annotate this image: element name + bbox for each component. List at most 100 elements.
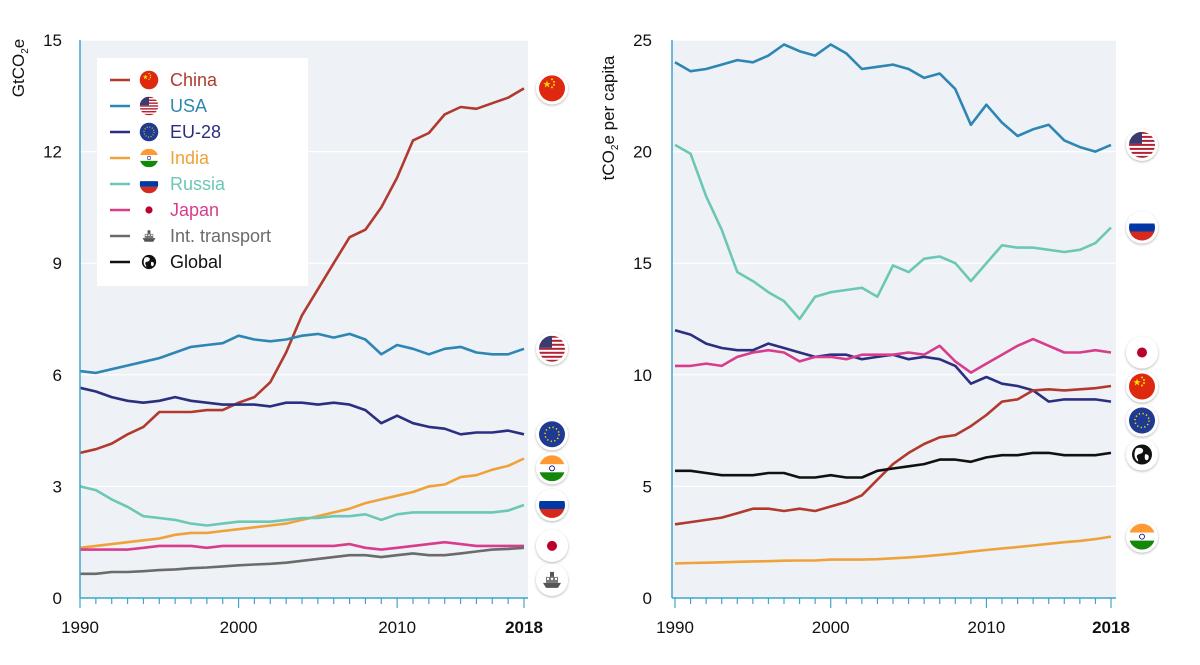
japan-flag-icon — [139, 200, 159, 220]
russia-flag-icon — [539, 492, 565, 518]
legend-item-russia: Russia — [110, 174, 226, 194]
india-flag-icon — [140, 149, 159, 168]
left-x-tick-label: 2000 — [220, 618, 258, 637]
right-x-tick-label: 2000 — [812, 618, 850, 637]
ship-icon — [539, 566, 565, 593]
legend-label: Global — [170, 252, 222, 272]
legend-label: China — [170, 70, 218, 90]
left-y-axis-title-main: GtCO — [9, 54, 28, 97]
eu-flag-icon — [139, 122, 159, 142]
left-series-lines — [79, 87, 525, 576]
left-y-axis-title: GtCO2e — [9, 39, 31, 97]
legend-item-china: China — [110, 70, 218, 90]
right-line-russia — [674, 143, 1112, 321]
left-line-japan — [80, 540, 524, 551]
right-y-tick-label: 25 — [633, 31, 652, 50]
left-y-axis-title-tail: e — [9, 39, 28, 48]
usa-flag-icon — [1129, 132, 1155, 158]
left-y-tick-label: 12 — [43, 143, 62, 162]
russia-flag-icon — [140, 175, 159, 194]
left-end-russia-flag-icon — [536, 489, 568, 521]
legend-item-india: India — [110, 148, 210, 168]
left-end-japan-flag-icon — [536, 529, 568, 562]
right-end-russia-flag-icon — [1126, 211, 1158, 244]
right-tick-labels: 0 5 10 15 20 25 1990 2000 2010 2018 — [633, 31, 1130, 637]
left-line-china — [79, 87, 525, 455]
ship-icon — [139, 226, 159, 246]
china-flag-icon — [539, 75, 565, 102]
left-x-tick-label: 2018 — [505, 618, 543, 637]
japan-flag-icon — [539, 532, 565, 559]
right-line-global — [675, 451, 1112, 479]
left-tick-labels: 0 3 6 9 12 15 1990 2000 2010 2018 — [43, 31, 543, 637]
eu-flag-icon — [1128, 406, 1156, 435]
legend-box — [97, 58, 308, 286]
left-y-tick-label: 0 — [53, 589, 62, 608]
left-y-tick-label: 15 — [43, 31, 62, 50]
left-y-axis-title-sub: 2 — [20, 48, 31, 54]
left-end-ship-icon — [536, 563, 568, 596]
right-series-lines — [674, 43, 1112, 565]
right-y-axis-title: tCO2e per capita — [599, 55, 621, 180]
left-y-tick-label: 3 — [53, 477, 62, 496]
right-y-tick-label: 10 — [633, 366, 652, 385]
right-y-tick-label: 15 — [633, 254, 652, 273]
left-y-tick-label: 6 — [53, 366, 62, 385]
left-line-int-transport — [80, 546, 525, 576]
right-end-usa-flag-icon — [1126, 128, 1158, 161]
legend-item-int-transport: Int. transport — [110, 226, 271, 246]
globe-icon — [139, 252, 159, 272]
left-line-usa — [79, 332, 525, 375]
right-y-axis-title-main: tCO — [599, 150, 618, 180]
legend-label: EU-28 — [170, 122, 221, 142]
right-y-axis-title-tail: e per capita — [599, 55, 618, 144]
right-line-usa — [674, 43, 1112, 153]
legend-label: Russia — [170, 174, 226, 194]
left-axes — [79, 40, 528, 608]
right-x-tick-label: 1990 — [656, 618, 694, 637]
left-end-eu-flag-icon — [536, 418, 568, 451]
right-y-axis-title-sub: 2 — [610, 144, 621, 150]
usa-flag-icon — [539, 336, 565, 362]
right-line-china — [674, 384, 1112, 526]
left-line-eu-28 — [79, 386, 525, 436]
right-end-globe-icon — [1126, 438, 1158, 471]
left-line-russia — [79, 485, 525, 527]
legend: China USA EU-28 India Russia Japan Int. transp… — [97, 58, 308, 286]
right-y-tick-label: 5 — [643, 477, 652, 496]
left-end-india-flag-icon — [536, 452, 568, 485]
legend-item-japan: Japan — [110, 200, 219, 220]
globe-icon — [1129, 441, 1155, 468]
right-line-india — [674, 535, 1112, 565]
right-end-japan-flag-icon — [1126, 336, 1158, 369]
left-x-tick-label: 2010 — [378, 618, 416, 637]
china-flag-icon — [1129, 373, 1155, 400]
right-plot-area — [672, 40, 1116, 598]
japan-flag-icon — [1129, 339, 1155, 366]
right-y-tick-label: 20 — [633, 143, 652, 162]
legend-label: India — [170, 148, 210, 168]
left-y-tick-label: 9 — [53, 254, 62, 273]
india-flag-icon — [1129, 524, 1155, 550]
legend-item-usa: USA — [110, 96, 207, 116]
right-end-india-flag-icon — [1126, 520, 1158, 553]
usa-flag-icon — [140, 97, 159, 116]
right-axes — [671, 40, 1116, 608]
right-x-tick-label: 2018 — [1092, 618, 1130, 637]
legend-label: Int. transport — [170, 226, 271, 246]
legend-item-global: Global — [110, 252, 222, 272]
right-end-eu-flag-icon — [1126, 404, 1158, 437]
legend-label: USA — [170, 96, 207, 116]
eu-flag-icon — [538, 420, 566, 449]
china-flag-icon — [139, 70, 159, 90]
left-x-tick-label: 1990 — [61, 618, 99, 637]
end-of-line-icons — [536, 72, 1158, 596]
legend-label: Japan — [170, 200, 219, 220]
left-line-india — [79, 457, 525, 550]
right-end-china-flag-icon — [1126, 370, 1158, 403]
india-flag-icon — [539, 455, 565, 481]
legend-item-eu-28: EU-28 — [110, 122, 221, 142]
left-end-china-flag-icon — [536, 72, 568, 105]
right-x-tick-label: 2010 — [968, 618, 1006, 637]
right-gridlines — [672, 39, 1116, 487]
